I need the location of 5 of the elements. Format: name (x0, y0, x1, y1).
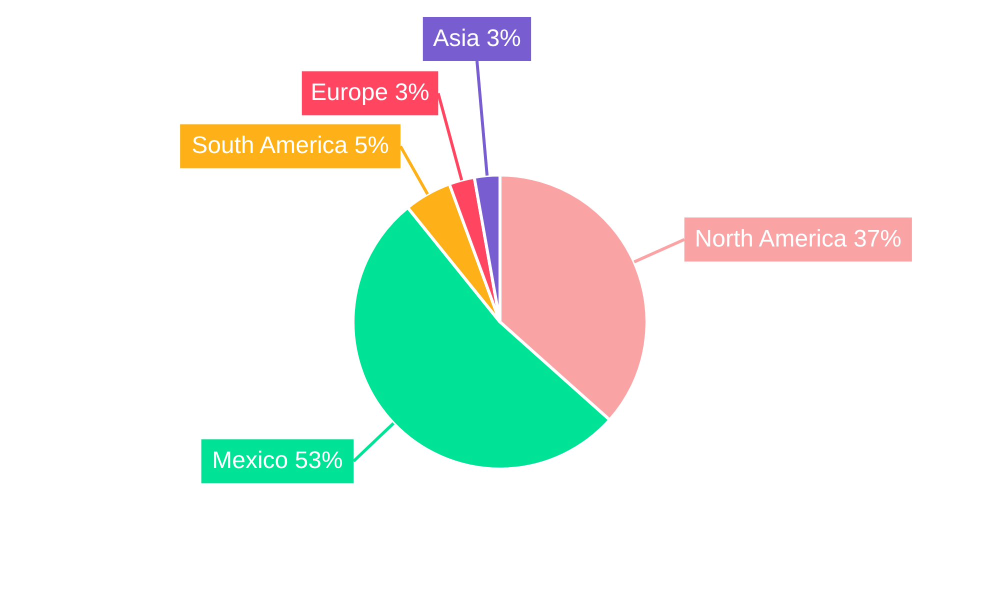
slice-label: Mexico 53% (212, 447, 343, 474)
slice-label: South America 5% (192, 132, 390, 160)
slice-label: Europe 3% (310, 79, 430, 106)
slice-label: North America 37% (694, 225, 902, 252)
slice-label: Asia 3% (432, 25, 522, 52)
